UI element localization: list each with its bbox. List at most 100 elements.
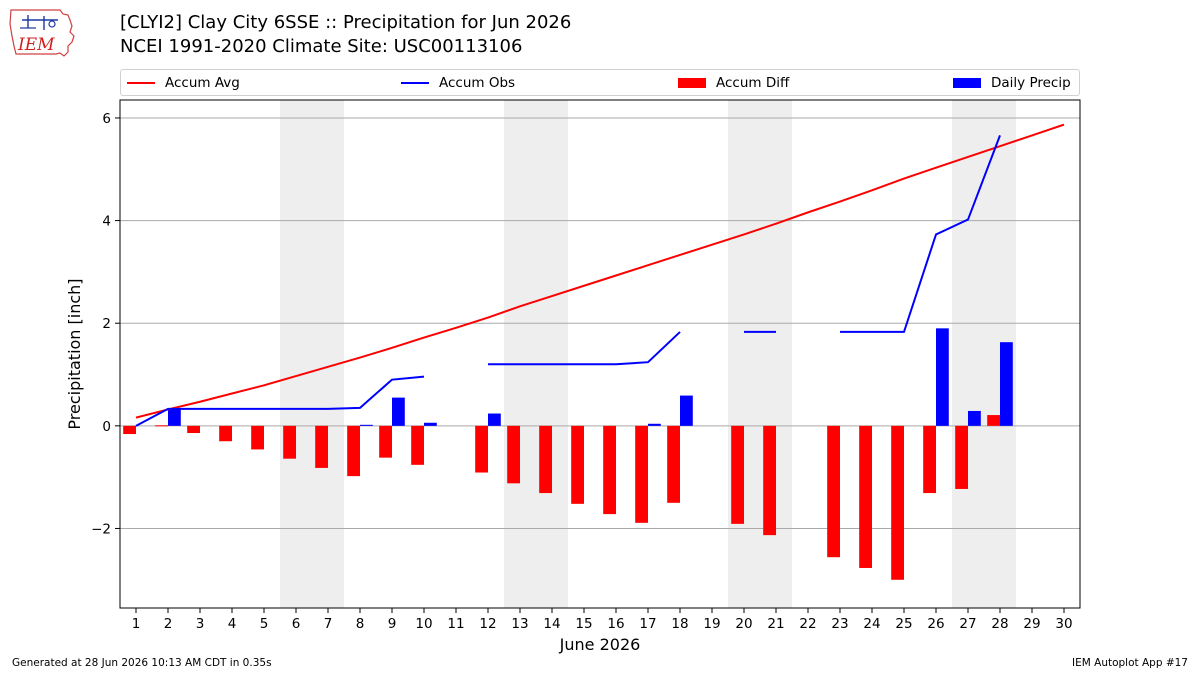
legend-item-accum-diff: Accum Diff	[678, 70, 789, 95]
accum-obs-line	[135, 375, 425, 427]
x-tick-label: 5	[260, 616, 269, 632]
x-tick-label: 8	[356, 616, 365, 632]
accum-diff-bar	[539, 425, 552, 494]
accum-diff-bar	[283, 425, 296, 459]
daily-precip-bar	[168, 408, 181, 426]
x-tick-label: 16	[607, 616, 624, 632]
logo-text: IEM	[17, 35, 55, 55]
x-tick-label: 21	[767, 616, 784, 632]
accum-diff-bar	[315, 425, 328, 468]
footer-app: IEM Autoplot App #17	[1072, 657, 1188, 669]
accum-diff-bar	[475, 425, 488, 473]
accum-diff-bar	[827, 425, 840, 558]
weekend-shade	[728, 100, 792, 608]
chart-legend: Accum Avg Accum Obs Accum Diff Daily Pre…	[120, 69, 1080, 96]
plot-frame	[119, 99, 1081, 609]
chart-subtitle: NCEI 1991-2020 Climate Site: USC00113106	[120, 36, 523, 57]
weekend-shade	[280, 100, 344, 608]
x-tick-label: 3	[196, 616, 205, 632]
y-tick-label: 4	[102, 214, 111, 230]
x-tick-label: 13	[511, 616, 528, 632]
accum-diff-bar	[891, 425, 904, 580]
daily-precip-bar	[968, 410, 981, 426]
accum-diff-bar	[379, 425, 392, 458]
legend-swatch-accum-avg	[127, 81, 155, 84]
accum-diff-bar	[155, 425, 168, 427]
iem-logo: IEM	[9, 9, 75, 57]
y-tick-label: −2	[91, 521, 111, 537]
accum-diff-bar	[123, 425, 136, 435]
y-tick-label: 6	[102, 111, 111, 127]
accum-diff-bar	[347, 425, 360, 477]
x-tick-label: 4	[228, 616, 237, 632]
x-tick-label: 17	[639, 616, 656, 632]
x-tick-label: 6	[292, 616, 301, 632]
accum-diff-bar	[667, 425, 680, 503]
x-tick-label: 2	[164, 616, 173, 632]
accum-diff-bar	[763, 425, 776, 536]
daily-precip-bar	[424, 422, 437, 426]
daily-precip-bar	[680, 395, 693, 426]
x-tick-label: 29	[1023, 616, 1040, 632]
x-tick-label: 12	[479, 616, 496, 632]
x-tick-label: 1	[132, 616, 141, 632]
x-tick-label: 9	[388, 616, 397, 632]
legend-item-accum-obs: Accum Obs	[401, 70, 515, 95]
x-tick-label: 10	[415, 616, 432, 632]
accum-avg-line	[135, 123, 1065, 419]
daily-precip-bar	[648, 423, 661, 426]
x-tick-label: 22	[799, 616, 816, 632]
accum-diff-bar	[987, 415, 1000, 426]
legend-label-accum-diff: Accum Diff	[716, 74, 790, 91]
accum-diff-bar	[923, 425, 936, 494]
accum-diff-bar	[251, 425, 264, 450]
daily-precip-bar	[360, 424, 373, 426]
y-tick-label: 0	[102, 419, 111, 435]
legend-swatch-accum-diff	[678, 77, 706, 88]
x-tick-label: 26	[927, 616, 944, 632]
x-axis-label: June 2026	[559, 635, 641, 654]
x-tick-label: 23	[831, 616, 848, 632]
accum-diff-bar	[187, 425, 200, 434]
daily-precip-bar	[488, 413, 501, 426]
accum-diff-bar	[571, 425, 584, 504]
x-tick-label: 11	[447, 616, 464, 632]
accum-diff-bar	[219, 425, 232, 442]
daily-precip-bar	[392, 397, 405, 426]
x-tick-label: 19	[703, 616, 720, 632]
x-tick-label: 24	[863, 616, 880, 632]
x-tick-label: 20	[735, 616, 752, 632]
accum-diff-bar	[507, 425, 520, 484]
chart-title: [CLYI2] Clay City 6SSE :: Precipitation …	[120, 12, 572, 33]
x-tick-label: 7	[324, 616, 333, 632]
daily-precip-bar	[1000, 342, 1013, 426]
x-tick-label: 30	[1055, 616, 1072, 632]
legend-label-daily-precip: Daily Precip	[991, 74, 1071, 91]
footer-generated: Generated at 28 Jun 2026 10:13 AM CDT in…	[12, 657, 272, 669]
accum-obs-line	[840, 135, 1001, 333]
legend-label-accum-avg: Accum Avg	[165, 74, 240, 91]
x-tick-label: 15	[575, 616, 592, 632]
accum-diff-bar	[603, 425, 616, 515]
x-tick-label: 14	[543, 616, 560, 632]
legend-swatch-accum-obs	[401, 81, 429, 84]
x-tick-label: 27	[959, 616, 976, 632]
y-tick-label: 2	[102, 316, 111, 332]
legend-item-accum-avg: Accum Avg	[127, 70, 240, 95]
x-tick-label: 18	[671, 616, 688, 632]
accum-diff-bar	[859, 425, 872, 568]
y-axis-label: Precipitation [inch]	[65, 278, 84, 429]
accum-diff-bar	[731, 425, 744, 524]
x-tick-label: 28	[991, 616, 1008, 632]
accum-diff-bar	[411, 425, 424, 465]
legend-item-daily-precip: Daily Precip	[953, 70, 1071, 95]
accum-obs-line	[488, 331, 681, 366]
weekend-shade	[504, 100, 568, 608]
accum-diff-bar	[635, 425, 648, 523]
daily-precip-bar	[936, 328, 949, 426]
x-tick-label: 25	[895, 616, 912, 632]
legend-label-accum-obs: Accum Obs	[439, 74, 516, 91]
legend-swatch-daily-precip	[953, 77, 981, 88]
accum-diff-bar	[955, 425, 968, 489]
